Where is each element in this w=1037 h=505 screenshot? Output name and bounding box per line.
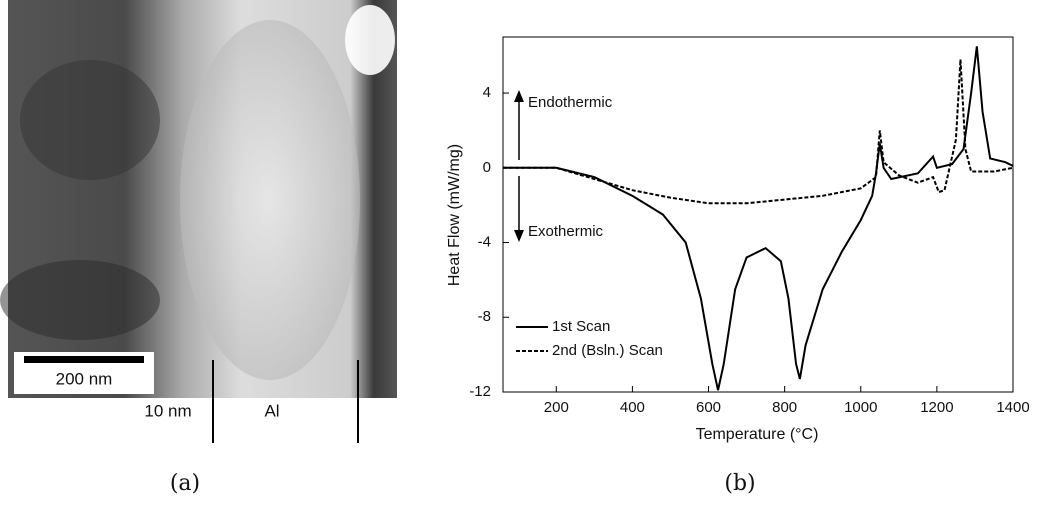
tem-image: 200 nm: [0, 0, 397, 398]
arrow-head: [514, 230, 524, 242]
caption: (a): [170, 471, 200, 496]
y-tick-label: 4: [483, 84, 491, 101]
plot-frame: [502, 36, 1014, 393]
y-tick-label: 0: [483, 159, 491, 176]
x-tick-label: 200: [544, 399, 569, 416]
x-tick-label: 800: [772, 399, 797, 416]
arrow-head: [514, 90, 524, 102]
x-tick-label: 1400: [996, 399, 1029, 416]
label: 10 nm: [144, 401, 191, 420]
y-tick-label: -8: [478, 308, 491, 325]
label: Al: [264, 401, 279, 420]
annotation: Exothermic: [528, 223, 604, 240]
x-axis-label: Temperature (°C): [696, 426, 819, 443]
annotation: Endothermic: [528, 94, 613, 111]
x-tick-label: 400: [620, 399, 645, 416]
legend-label: 1st Scan: [552, 318, 610, 335]
x-tick-label: 600: [696, 399, 721, 416]
scale-bar-label: 200 nm: [56, 369, 113, 388]
caption: (b): [724, 471, 755, 496]
line-series: [503, 46, 1014, 391]
line-series: [503, 59, 1014, 205]
legend-label: 2nd (Bsln.) Scan: [552, 342, 663, 359]
y-tick-label: -12: [469, 383, 491, 400]
y-axis-label: Heat Flow (mW/mg): [446, 144, 463, 286]
x-tick-label: 1200: [920, 399, 953, 416]
y-tick-label: -4: [478, 233, 491, 250]
x-tick-label: 1000: [844, 399, 877, 416]
